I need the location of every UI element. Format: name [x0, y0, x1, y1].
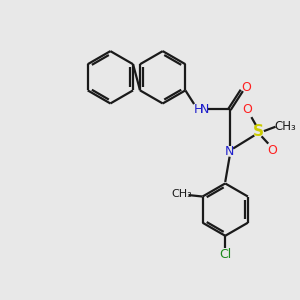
Text: H: H	[194, 103, 203, 116]
Text: O: O	[242, 103, 252, 116]
Text: CH₃: CH₃	[274, 120, 296, 133]
Text: N: N	[200, 103, 210, 116]
Text: S: S	[253, 124, 264, 139]
Text: O: O	[267, 144, 277, 157]
Text: O: O	[241, 81, 251, 94]
Text: CH₃: CH₃	[171, 189, 192, 199]
Text: N: N	[225, 145, 234, 158]
Text: Cl: Cl	[219, 248, 231, 261]
